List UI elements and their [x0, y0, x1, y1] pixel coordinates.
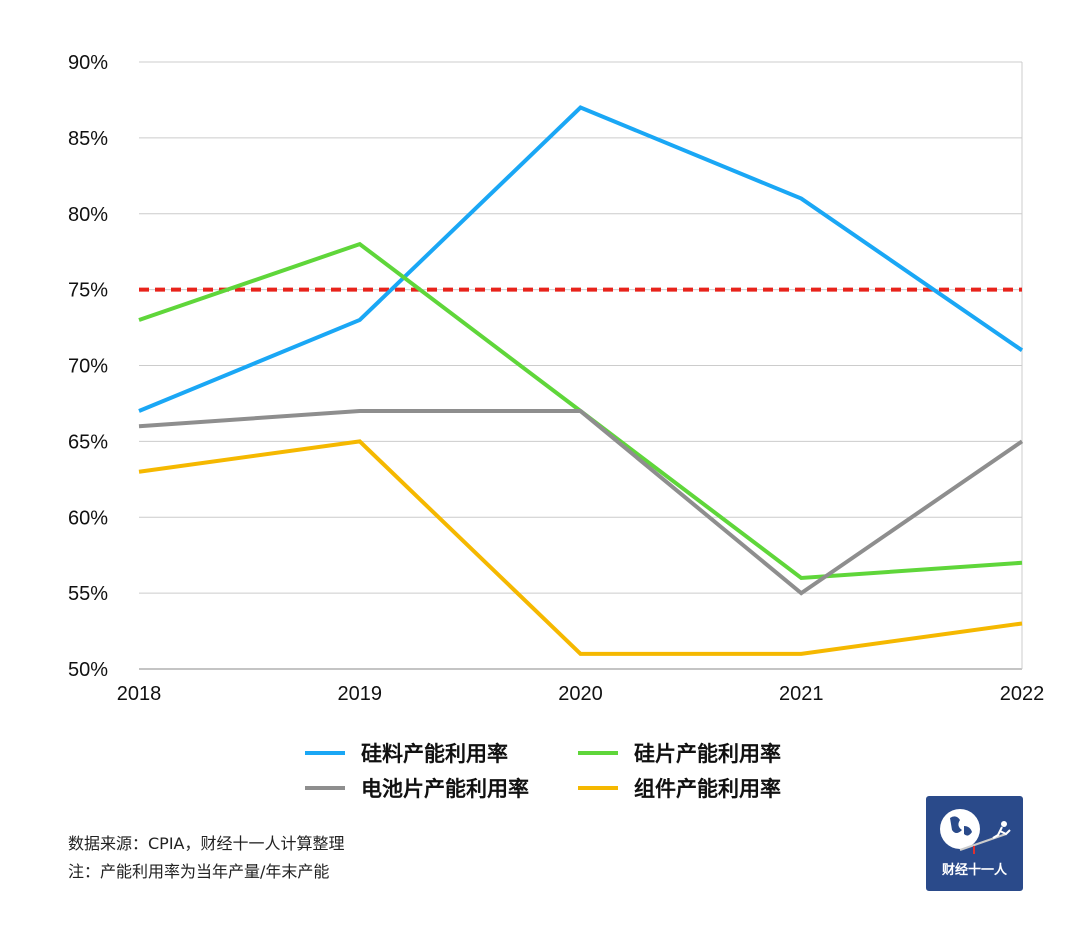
legend-swatch [578, 751, 618, 755]
legend-item-silicon-material: 硅料产能利用率 [305, 738, 508, 768]
y-tick-label: 50% [68, 659, 108, 681]
y-tick-label: 75% [68, 280, 108, 302]
legend-item-wafer: 硅片产能利用率 [578, 738, 781, 768]
legend-item-module: 组件产能利用率 [578, 773, 781, 803]
legend-label: 硅片产能利用率 [634, 742, 781, 766]
x-tick-label: 2018 [117, 683, 162, 705]
x-tick-label: 2021 [779, 683, 824, 705]
x-tick-label: 2022 [1000, 683, 1045, 705]
legend-swatch [305, 786, 345, 790]
legend-item-cell: 电池片产能利用率 [305, 773, 529, 803]
y-tick-label: 70% [68, 356, 108, 378]
y-tick-label: 60% [68, 507, 108, 529]
source-note: 数据来源：CPIA，财经十一人计算整理 [68, 834, 345, 853]
globe-runner-icon [940, 809, 1011, 854]
legend-label: 硅料产能利用率 [361, 742, 508, 766]
y-tick-label: 55% [68, 583, 108, 605]
y-tick-label: 65% [68, 431, 108, 453]
x-tick-label: 2019 [338, 683, 383, 705]
legend-label: 电池片产能利用率 [361, 777, 529, 801]
footnote: 注：产能利用率为当年产量/年末产能 [68, 862, 330, 881]
x-tick-label: 2020 [558, 683, 603, 705]
legend-swatch [578, 786, 618, 790]
legend-swatch [305, 751, 345, 755]
y-tick-label: 80% [68, 204, 108, 226]
series-line [138, 409, 1024, 596]
y-tick-label: 90% [68, 52, 108, 74]
brand-logo: 财经十一人 [926, 796, 1023, 891]
line-chart: 50% 55% 60% 65% 70% 75% 80% 85% 90% 2018 2019 2020 2… [68, 52, 1045, 705]
logo-text: 财经十一人 [941, 863, 1007, 878]
series-line [138, 439, 1023, 656]
legend-label: 组件产能利用率 [634, 777, 781, 801]
y-tick-label: 85% [68, 128, 108, 150]
